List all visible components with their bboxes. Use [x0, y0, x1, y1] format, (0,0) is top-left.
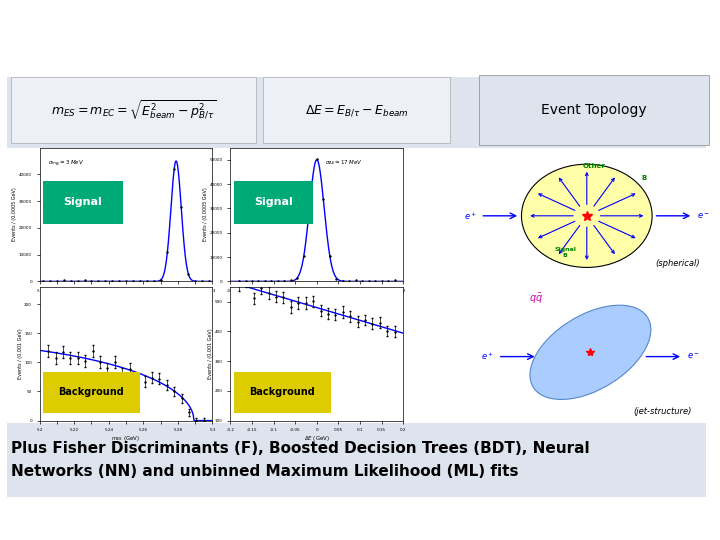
X-axis label: $m_{ES}$ (GeV): $m_{ES}$ (GeV)	[112, 294, 140, 303]
Y-axis label: Events / (0.0005 GeV): Events / (0.0005 GeV)	[203, 187, 208, 241]
FancyBboxPatch shape	[234, 373, 330, 413]
FancyBboxPatch shape	[43, 181, 122, 224]
X-axis label: $\Delta E$ (GeV): $\Delta E$ (GeV)	[304, 294, 330, 303]
Text: $\sigma_{\Delta E} \approx 17\,MeV$: $\sigma_{\Delta E} \approx 17\,MeV$	[325, 158, 363, 167]
Y-axis label: Events / (0.0005 GeV): Events / (0.0005 GeV)	[12, 187, 17, 241]
X-axis label: $m_{ES}$ (GeV): $m_{ES}$ (GeV)	[112, 434, 140, 443]
Text: Signal
B: Signal B	[554, 247, 576, 258]
Text: Event Topology: Event Topology	[541, 103, 647, 117]
Text: 5: 5	[688, 512, 698, 527]
X-axis label: $\Delta E$ (GeV): $\Delta E$ (GeV)	[304, 434, 330, 443]
Text: $\sigma_{m_{ES}} \approx 3\,MeV$: $\sigma_{m_{ES}} \approx 3\,MeV$	[48, 158, 84, 168]
Text: $e^-$: $e^-$	[697, 211, 710, 221]
Y-axis label: Events / (0.001 GeV): Events / (0.001 GeV)	[18, 328, 23, 379]
Text: Background: Background	[58, 388, 125, 397]
Text: $\Delta E = E_{B/\tau} - E_{beam}$: $\Delta E = E_{B/\tau} - E_{beam}$	[305, 103, 408, 118]
FancyBboxPatch shape	[43, 373, 140, 413]
Text: Other: Other	[582, 163, 606, 169]
Text: $e^+$: $e^+$	[481, 351, 494, 362]
Text: (jet-structure): (jet-structure)	[634, 407, 692, 416]
Text: $m_{ES} = m_{EC} = \sqrt{E^2_{beam} - p^2_{B/\tau}}$: $m_{ES} = m_{EC} = \sqrt{E^2_{beam} - p^…	[50, 98, 216, 122]
Ellipse shape	[521, 164, 652, 267]
Text: 29-Nov-2016: 29-Nov-2016	[14, 515, 86, 525]
Y-axis label: Events / (0.001 GeV): Events / (0.001 GeV)	[209, 328, 214, 379]
Text: Fergus Wilson, STFC/RAL  B and tau LFV, LNV and LUV: Fergus Wilson, STFC/RAL B and tau LFV, L…	[210, 515, 510, 525]
Text: Signal: Signal	[63, 198, 102, 207]
Text: Background: Background	[249, 388, 315, 397]
FancyBboxPatch shape	[7, 423, 706, 497]
FancyBboxPatch shape	[7, 77, 706, 147]
Text: B: B	[642, 176, 647, 181]
FancyBboxPatch shape	[263, 77, 450, 143]
Text: Typical Analysis Techniques: Typical Analysis Techniques	[11, 22, 485, 51]
FancyBboxPatch shape	[234, 181, 313, 224]
Text: $e^+$: $e^+$	[464, 210, 477, 221]
FancyBboxPatch shape	[479, 75, 709, 145]
FancyBboxPatch shape	[11, 77, 256, 143]
Text: Plus Fisher Discriminants (F), Boosted Decision Trees (BDT), Neural
Networks (NN: Plus Fisher Discriminants (F), Boosted D…	[11, 441, 590, 478]
Ellipse shape	[530, 305, 651, 400]
Text: $q\bar{q}$: $q\bar{q}$	[529, 292, 544, 306]
Text: $e^-$: $e^-$	[687, 352, 700, 361]
Text: Signal: Signal	[254, 198, 293, 207]
Text: (spherical): (spherical)	[656, 259, 701, 268]
